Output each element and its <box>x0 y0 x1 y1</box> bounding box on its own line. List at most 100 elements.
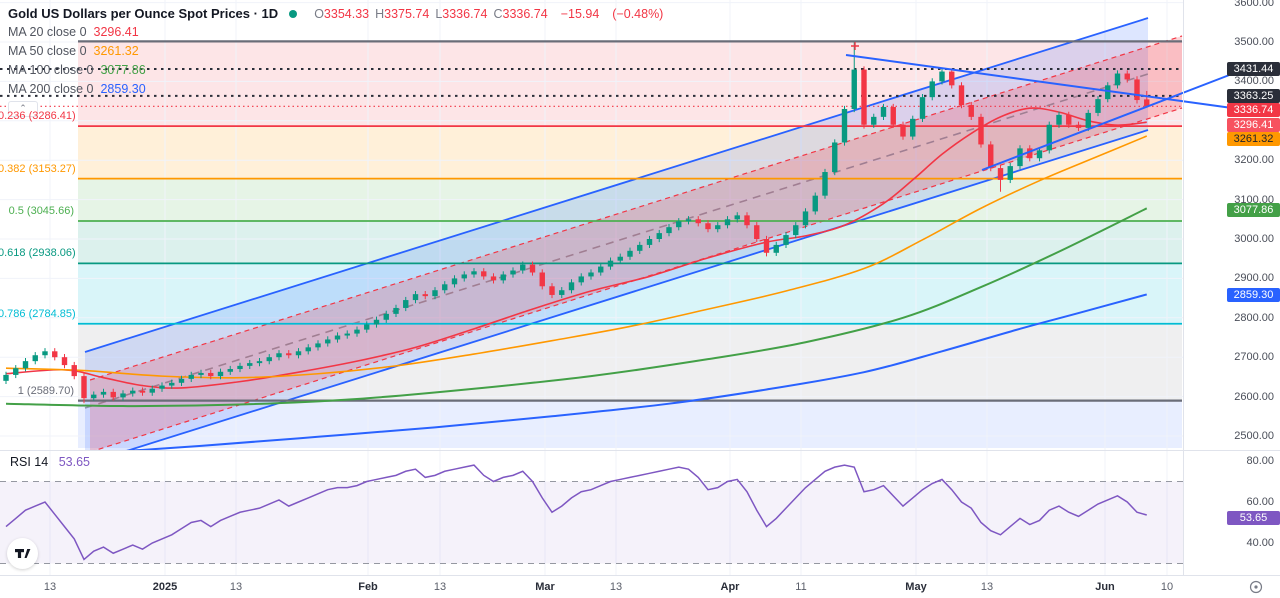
price-tick-label: 3600.00 <box>1234 0 1274 9</box>
candle <box>1075 124 1082 128</box>
candle <box>851 69 857 109</box>
scroll-to-realtime-icon[interactable] <box>1248 579 1264 595</box>
candle <box>715 225 721 230</box>
candle <box>354 329 360 334</box>
candle <box>1056 114 1062 125</box>
candle <box>695 219 701 224</box>
candle <box>549 286 555 295</box>
candle <box>734 215 740 220</box>
symbol-title[interactable]: Gold US Dollars per Ounce Spot Prices · … <box>8 6 279 21</box>
time-axis-label[interactable]: Mar <box>535 581 555 593</box>
candle <box>178 378 185 383</box>
open-value: 3354.33 <box>323 6 370 21</box>
candle <box>130 390 136 394</box>
rsi-legend[interactable]: RSI 14 53.65 <box>10 455 90 469</box>
candle <box>208 372 214 377</box>
candle <box>978 116 984 145</box>
time-axis-label[interactable]: 2025 <box>152 581 178 593</box>
indicator-legend: Gold US Dollars per Ounce Spot Prices · … <box>8 5 663 117</box>
candle <box>529 264 536 273</box>
time-axis-label[interactable]: Feb <box>358 581 378 593</box>
rsi-pane[interactable] <box>0 450 1183 575</box>
ma-20-legend-row[interactable]: MA 20 close 0 3296.41 <box>8 22 663 41</box>
time-axis-label[interactable]: 10 <box>1160 581 1174 593</box>
candle <box>237 365 243 370</box>
candle <box>578 276 584 283</box>
ma-50-legend-row[interactable]: MA 50 close 0 3261.32 <box>8 41 663 60</box>
candle <box>705 223 711 230</box>
high-label: H <box>375 6 385 21</box>
main-pane[interactable] <box>0 0 1183 464</box>
candle <box>3 374 9 381</box>
time-axis-label[interactable]: 13 <box>433 581 447 593</box>
candle <box>607 260 614 267</box>
candle <box>1124 73 1130 80</box>
blue-channel-lower-line[interactable] <box>85 129 1149 464</box>
candle <box>22 361 29 369</box>
time-axis-label[interactable]: Jun <box>1095 581 1115 593</box>
drawing-anchor-icon[interactable] <box>851 42 859 50</box>
candle <box>149 388 155 393</box>
candle <box>841 108 848 143</box>
blue-channel-median-line[interactable] <box>84 73 1149 409</box>
candle <box>217 371 224 377</box>
candle <box>490 276 497 281</box>
ma-20-value: 3296.41 <box>93 24 139 39</box>
trendline[interactable] <box>981 73 1233 171</box>
ohlc-values: O3354.33 H3375.74 L3336.74 C3336.74 <box>308 7 548 21</box>
low-value: 3336.74 <box>442 6 488 21</box>
candle <box>383 313 389 320</box>
candle <box>1134 79 1140 101</box>
price-tick-label: 2800.00 <box>1234 311 1274 324</box>
fib-level-label: 0.382 (3153.27) <box>0 162 76 175</box>
candle <box>461 274 467 279</box>
candle <box>880 107 887 117</box>
candle <box>286 353 292 356</box>
candle <box>198 372 204 375</box>
ma-100-legend-row[interactable]: MA 100 close 0 3077.86 <box>8 60 663 79</box>
candle <box>812 195 818 212</box>
candle <box>588 272 594 277</box>
fib-level-label: 0.236 (3286.41) <box>0 110 76 123</box>
fib-level-label: 0.786 (2784.85) <box>0 307 76 320</box>
tradingview-logo[interactable] <box>7 538 38 569</box>
blue-channel-upper-line[interactable] <box>84 17 1149 353</box>
price-axis-badge: 3261.32 <box>1227 132 1280 147</box>
time-axis-label[interactable]: 13 <box>43 581 57 593</box>
ma100-line <box>5 207 1148 408</box>
candle <box>763 239 770 253</box>
ma-100-label: MA 100 close 0 <box>8 62 94 77</box>
candle <box>598 266 604 273</box>
price-tick-label: 3000.00 <box>1234 233 1274 245</box>
ma-200-legend-row[interactable]: MA 200 close 0 2859.30 <box>8 79 663 98</box>
time-axis-label[interactable]: May <box>905 581 927 593</box>
price-tick-label: 2500.00 <box>1234 430 1274 442</box>
candle <box>403 300 409 308</box>
time-axis-label[interactable]: Apr <box>720 581 740 593</box>
candle <box>783 235 789 245</box>
low-label: L <box>435 6 443 21</box>
ma-200-label: MA 200 close 0 <box>8 81 94 96</box>
time-axis-label[interactable]: 13 <box>229 581 243 593</box>
candle <box>568 282 575 291</box>
candle <box>1036 150 1043 159</box>
candle <box>1046 124 1052 151</box>
symbol-title-row[interactable]: Gold US Dollars per Ounce Spot Prices · … <box>8 5 663 22</box>
legend-collapse-button[interactable]: ⌃ <box>8 101 38 117</box>
candle <box>939 71 945 82</box>
price-tick-label: 3500.00 <box>1234 36 1274 48</box>
time-axis-label[interactable]: 11 <box>795 581 807 593</box>
candle <box>510 270 516 275</box>
candle <box>393 307 399 314</box>
red-channel-upper-line[interactable] <box>89 35 1183 381</box>
candle <box>227 369 233 372</box>
fib-level-label: 0.618 (2938.06) <box>0 247 76 260</box>
price-axis-badge: 53.65 <box>1227 511 1280 526</box>
rsi-value: 53.65 <box>58 455 90 469</box>
time-axis-label[interactable]: 13 <box>980 581 994 593</box>
candle <box>754 225 760 239</box>
candle <box>120 393 126 398</box>
candle <box>412 294 419 301</box>
time-axis-label[interactable]: 13 <box>609 581 623 593</box>
